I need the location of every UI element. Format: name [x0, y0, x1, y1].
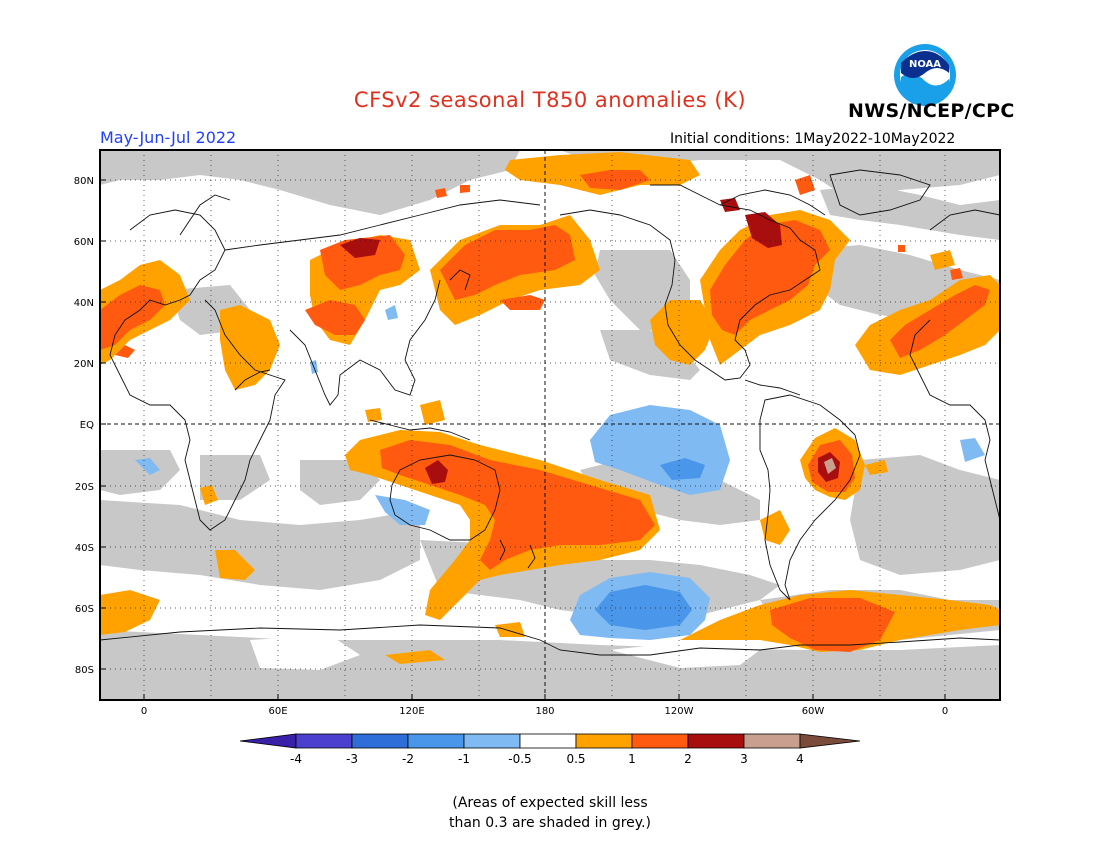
initial-conditions-label: Initial conditions: 1May2022-10May2022 [670, 131, 956, 147]
lat-label-60s: 60S [75, 604, 94, 615]
colorbar-label-9: 3 [740, 752, 748, 766]
colorbar-max-arrow [799, 733, 861, 749]
colorbar-bin-2 [351, 733, 409, 749]
colorbar-label-4: -1 [458, 752, 470, 766]
colorbar-label-1: -4 [290, 752, 302, 766]
lat-label-20n: 20N [74, 359, 94, 370]
skill-footnote-line-2: than 0.3 are shaded in grey.) [448, 815, 651, 831]
lat-label-80n: 80N [74, 176, 94, 187]
map-frame [99, 149, 1001, 701]
negative-anomaly-regions [135, 305, 985, 640]
colorbar-bin-4 [463, 733, 521, 749]
colorbar-label-6: 0.5 [566, 752, 585, 766]
lat-label-20s: 20S [75, 482, 94, 493]
agency-label: NWS/NCEP/CPC [848, 100, 1015, 122]
lat-tick-marks [100, 179, 106, 670]
colorbar-bin-6 [575, 733, 633, 749]
lon-label-0-right: 0 [942, 706, 948, 717]
lon-tick-marks [143, 694, 946, 700]
skill-footnote: (Areas of expected skill less than 0.3 a… [0, 793, 1100, 833]
colorbar-bin-1 [295, 733, 353, 749]
skill-footnote-line-1: (Areas of expected skill less [452, 795, 648, 811]
lat-tick-labels: 80N 60N 40N 20N EQ 20S 40S 60S 80S [74, 176, 94, 676]
lat-label-eq: EQ [80, 420, 94, 431]
colorbar-label-3: -2 [402, 752, 414, 766]
lon-label-60w: 60W [802, 706, 825, 717]
colorbar [239, 733, 861, 749]
colorbar-label-5: -0.5 [508, 752, 531, 766]
colorbar-bin-8 [687, 733, 745, 749]
colorbar-bin-3 [407, 733, 465, 749]
lon-label-60e: 60E [268, 706, 287, 717]
colorbar-label-2: -3 [346, 752, 358, 766]
colorbar-bin-5 [519, 733, 577, 749]
lat-label-60n: 60N [74, 237, 94, 248]
coastlines [100, 169, 1000, 656]
colorbar-bin-9 [743, 733, 801, 749]
colorbar-min-arrow [239, 733, 297, 749]
colorbar-label-7: 1 [628, 752, 636, 766]
colorbar-bin-7 [631, 733, 689, 749]
noaa-logo-icon: NOAA [894, 44, 956, 106]
season-label: May-Jun-Jul 2022 [100, 128, 237, 147]
colorbar-label-8: 2 [684, 752, 692, 766]
lat-label-40n: 40N [74, 298, 94, 309]
chart-title: CFSv2 seasonal T850 anomalies (K) [353, 88, 747, 112]
lon-label-0: 0 [141, 706, 147, 717]
lat-label-80s: 80S [75, 665, 94, 676]
lon-label-120e: 120E [399, 706, 424, 717]
graticule [100, 150, 1000, 700]
colorbar-label-10: 4 [796, 752, 804, 766]
lon-label-180: 180 [535, 706, 554, 717]
logo-text: NOAA [909, 59, 941, 70]
lat-label-40s: 40S [75, 543, 94, 554]
colorbar-labels: -4 -3 -2 -1 -0.5 0.5 1 2 3 4 [290, 752, 804, 766]
lon-label-120w: 120W [665, 706, 694, 717]
map-plot-area [100, 150, 1000, 700]
lon-tick-labels: 0 60E 120E 180 120W 60W 0 [141, 706, 948, 717]
positive-anomaly-above-4-spot [824, 458, 836, 474]
